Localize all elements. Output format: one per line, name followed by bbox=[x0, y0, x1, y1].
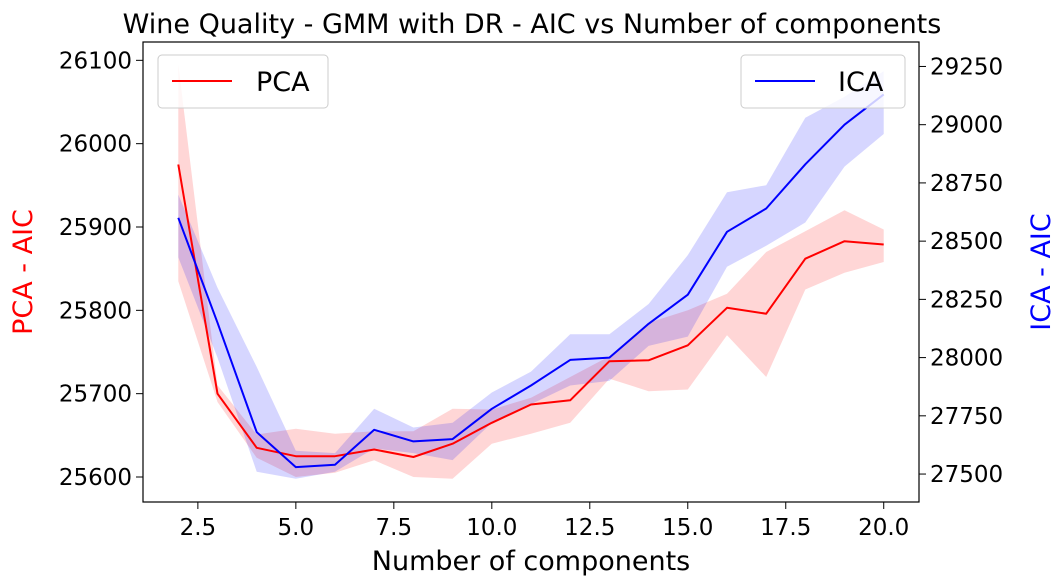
legend-ica-box bbox=[740, 54, 906, 109]
left-y-tick-label: 26000 bbox=[59, 132, 132, 158]
x-axis: 2.5 5.0 7.5 10.0 12.5 15.0 17.5 20.0 bbox=[180, 502, 909, 541]
chart-title: Wine Quality - GMM with DR - AIC vs Numb… bbox=[123, 9, 942, 40]
series-lines bbox=[177, 93, 885, 469]
left-y-tick-label: 25800 bbox=[59, 298, 132, 324]
confidence-bands bbox=[178, 64, 884, 479]
x-tick-label: 20.0 bbox=[858, 515, 909, 541]
left-y-tick-label: 25600 bbox=[59, 465, 132, 491]
left-y-tick-label: 26100 bbox=[59, 48, 132, 74]
legend-ica-label: ICA bbox=[838, 67, 884, 98]
legend-ica: ICA bbox=[740, 54, 906, 109]
right-y-axis: 27500 27750 28000 28250 28500 28750 29000 29250 bbox=[919, 54, 1003, 488]
x-tick-label: 7.5 bbox=[376, 515, 413, 541]
right-y-tick-label: 28000 bbox=[930, 346, 1003, 372]
x-tick-label: 15.0 bbox=[662, 515, 713, 541]
legend-pca-label: PCA bbox=[256, 67, 310, 98]
legend-pca-box bbox=[157, 54, 329, 109]
left-y-tick-label: 25700 bbox=[59, 382, 132, 408]
right-y-tick-label: 29000 bbox=[930, 113, 1003, 139]
x-tick-label: 2.5 bbox=[180, 515, 217, 541]
ica-line bbox=[177, 93, 885, 469]
right-y-axis-label: ICA - AIC bbox=[1026, 213, 1057, 330]
right-y-tick-label: 28750 bbox=[930, 171, 1003, 197]
x-tick-label: 10.0 bbox=[466, 515, 517, 541]
left-y-axis-label: PCA - AIC bbox=[8, 209, 39, 335]
x-tick-label: 12.5 bbox=[564, 515, 615, 541]
x-tick-label: 17.5 bbox=[760, 515, 811, 541]
left-y-tick-label: 25900 bbox=[59, 215, 132, 241]
x-axis-label: Number of components bbox=[372, 546, 690, 577]
legend-pca: PCA bbox=[157, 54, 329, 109]
pca-line bbox=[177, 164, 884, 458]
right-y-tick-label: 27500 bbox=[930, 462, 1003, 488]
right-y-tick-label: 27750 bbox=[930, 404, 1003, 430]
plot-frame bbox=[142, 41, 920, 503]
pca-band bbox=[178, 64, 884, 479]
x-tick-label: 5.0 bbox=[278, 515, 315, 541]
right-y-tick-label: 29250 bbox=[930, 54, 1003, 80]
left-y-axis: 25600 25700 25800 25900 26000 26100 bbox=[59, 48, 143, 491]
right-y-tick-label: 28250 bbox=[930, 287, 1003, 313]
right-y-tick-label: 28500 bbox=[930, 229, 1003, 255]
